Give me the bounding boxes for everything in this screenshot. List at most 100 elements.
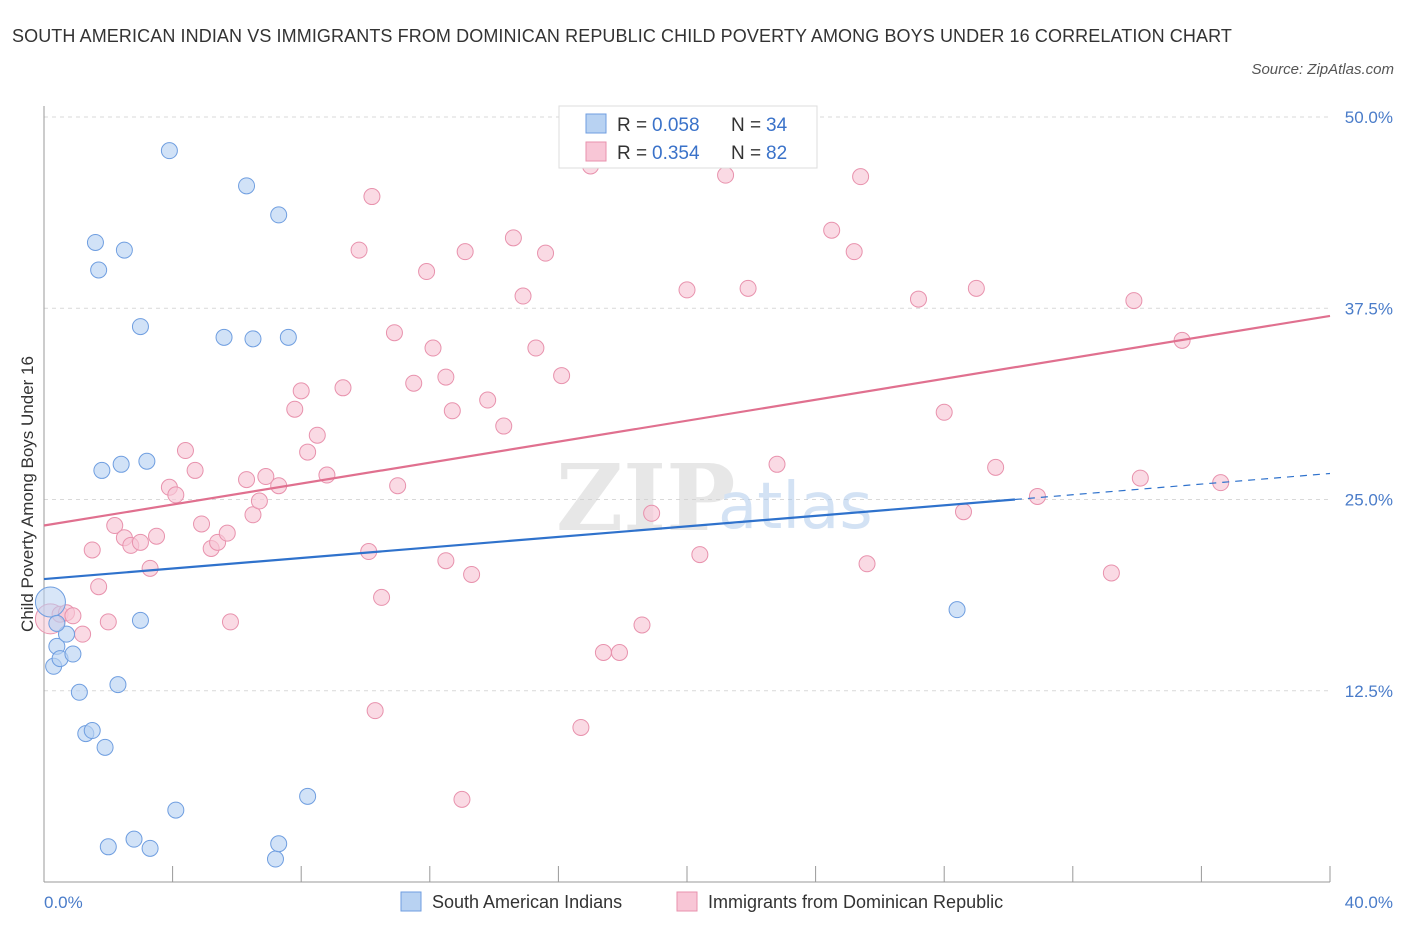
series-legend: South American Indians Immigrants from D…	[400, 891, 1003, 912]
dominican-point-25	[250, 492, 268, 510]
south-american-point-33	[48, 614, 66, 632]
stats-legend: R = 0.058 N = 34 R = 0.354 N = 82	[558, 105, 818, 169]
y-tick-label-2: 37.5%	[1345, 299, 1393, 318]
dominican-point-29	[292, 382, 310, 400]
dominican-point-76	[987, 458, 1005, 476]
south-american-point-18	[112, 455, 130, 473]
dominican-point-60	[610, 644, 628, 661]
dominican-point-43	[424, 339, 442, 357]
dominican-point-21	[218, 524, 236, 542]
south-american-point-4	[58, 625, 76, 643]
dominican-point-15	[167, 486, 185, 504]
south-american-point-28	[279, 328, 297, 346]
dominican-point-47	[456, 243, 474, 261]
y-tick-labels: 12.5% 25.0% 37.5% 50.0%	[1345, 108, 1393, 701]
south-american-point-5	[64, 645, 82, 663]
south-american-point-26	[244, 330, 262, 348]
south-american-point-6	[70, 683, 88, 701]
y-axis-label: Child Poverty Among Boys Under 16	[18, 356, 37, 632]
y-tick-label-3: 50.0%	[1345, 108, 1393, 127]
x-tick-label-min: 0.0%	[44, 893, 83, 912]
south-american-point-31	[299, 787, 317, 805]
south-american-point-10	[99, 838, 117, 856]
dominican-point-5	[83, 541, 101, 559]
dominican-point-45	[443, 402, 461, 420]
dominican-point-75	[967, 279, 985, 297]
watermark-atlas: atlas	[718, 470, 873, 544]
dominican-point-11	[131, 533, 149, 551]
y-tick-label-1: 25.0%	[1345, 491, 1393, 510]
chart-title: SOUTH AMERICAN INDIAN VS IMMIGRANTS FROM…	[12, 26, 1232, 46]
y-tick-label-0: 12.5%	[1345, 682, 1393, 701]
south-american-point-20	[141, 839, 159, 857]
dominican-point-48	[453, 790, 471, 808]
dominican-point-54	[527, 339, 545, 357]
dominican-point-74	[954, 503, 972, 521]
trend-lines	[43, 314, 1331, 581]
series-legend-label-pink: Immigrants from Dominican Republic	[708, 892, 1003, 912]
dominican-point-41	[405, 374, 423, 392]
legend-r-value-blue: 0.058	[652, 115, 700, 136]
dominican-point-23	[238, 471, 256, 489]
trend-line-south-american-extension	[1014, 472, 1331, 501]
south-american-point-19	[131, 611, 149, 629]
dominican-point-79	[1125, 292, 1143, 310]
south-american-point-21	[125, 830, 143, 848]
trend-line-dominican	[43, 314, 1331, 527]
south-american-point-27	[270, 206, 288, 224]
dominican-point-3	[64, 607, 82, 625]
dominican-point-33	[334, 379, 352, 397]
dominican-point-69	[845, 243, 863, 261]
dominican-point-22	[221, 613, 239, 631]
dominican-point-63	[678, 281, 696, 299]
dominican-point-30	[299, 443, 317, 461]
dominican-point-57	[572, 718, 590, 736]
dominican-point-70	[852, 168, 870, 186]
watermark: ZIP atlas	[556, 444, 873, 552]
dominican-point-44	[437, 368, 455, 386]
south-american-point-12	[86, 233, 104, 251]
dominican-point-50	[479, 391, 497, 409]
south-american-point-25	[238, 177, 256, 195]
dominican-point-80	[1131, 469, 1149, 487]
south-american-point-15	[131, 318, 149, 336]
dominican-point-13	[148, 527, 166, 545]
dominican-point-17	[186, 461, 204, 479]
dominican-point-56	[553, 367, 571, 385]
dominican-point-67	[768, 455, 786, 473]
south-american-point-23	[160, 142, 178, 160]
dominican-point-4	[74, 625, 92, 643]
south-american-point-32	[948, 601, 966, 619]
series-dominican-points	[34, 157, 1230, 808]
x-axis-ticks	[43, 866, 1331, 882]
south-american-point-0	[34, 586, 66, 618]
dominican-point-12	[141, 559, 159, 577]
dominican-point-16	[176, 442, 194, 460]
south-american-point-24	[215, 328, 233, 346]
dominican-point-8	[106, 517, 124, 535]
south-american-point-22	[167, 801, 185, 819]
source-label: Source: ZipAtlas.com	[1251, 61, 1394, 78]
dominican-point-38	[373, 588, 391, 606]
south-american-point-8	[83, 722, 101, 740]
dominican-point-62	[643, 504, 661, 522]
legend-swatch-blue	[585, 113, 607, 134]
dominican-point-52	[504, 229, 522, 247]
grid-lines	[44, 116, 1330, 692]
dominican-point-37	[366, 702, 384, 720]
dominican-point-77	[1028, 487, 1046, 505]
dominican-point-65	[717, 166, 735, 184]
south-american-point-17	[93, 461, 111, 479]
south-american-point-13	[90, 261, 108, 279]
series-legend-swatch-pink	[676, 891, 698, 912]
dominican-point-53	[514, 287, 532, 305]
south-american-point-16	[138, 452, 156, 470]
dominican-point-18	[193, 515, 211, 533]
trend-line-south-american	[43, 498, 1016, 581]
legend-n-value-pink: 82	[766, 143, 787, 164]
dominican-point-46	[437, 552, 455, 570]
legend-n-label-pink: N =	[731, 143, 761, 164]
dominican-point-61	[633, 616, 651, 634]
south-american-point-30	[270, 835, 288, 853]
